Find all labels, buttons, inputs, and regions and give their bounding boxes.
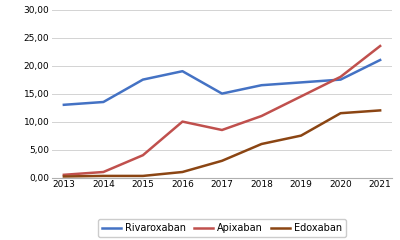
Rivaroxaban bbox=[180, 70, 185, 73]
Apixaban bbox=[220, 129, 224, 132]
Apixaban bbox=[378, 45, 382, 48]
Edoxaban bbox=[220, 159, 224, 162]
Apixaban bbox=[299, 95, 304, 98]
Apixaban bbox=[259, 114, 264, 117]
Rivaroxaban bbox=[220, 92, 224, 95]
Rivaroxaban bbox=[101, 101, 106, 103]
Legend: Rivaroxaban, Apixaban, Edoxaban: Rivaroxaban, Apixaban, Edoxaban bbox=[98, 219, 346, 237]
Apixaban bbox=[62, 173, 66, 176]
Rivaroxaban bbox=[299, 81, 304, 84]
Edoxaban bbox=[140, 174, 145, 177]
Apixaban bbox=[101, 171, 106, 174]
Edoxaban bbox=[299, 134, 304, 137]
Edoxaban bbox=[378, 109, 382, 112]
Rivaroxaban bbox=[259, 84, 264, 87]
Edoxaban bbox=[338, 112, 343, 115]
Rivaroxaban bbox=[62, 103, 66, 106]
Line: Apixaban: Apixaban bbox=[64, 46, 380, 175]
Rivaroxaban bbox=[378, 59, 382, 61]
Edoxaban bbox=[180, 171, 185, 174]
Edoxaban bbox=[62, 175, 66, 178]
Edoxaban bbox=[259, 143, 264, 145]
Rivaroxaban bbox=[140, 78, 145, 81]
Rivaroxaban bbox=[338, 78, 343, 81]
Apixaban bbox=[338, 75, 343, 78]
Apixaban bbox=[140, 154, 145, 157]
Edoxaban bbox=[101, 174, 106, 177]
Line: Edoxaban: Edoxaban bbox=[64, 110, 380, 176]
Apixaban bbox=[180, 120, 185, 123]
Line: Rivaroxaban: Rivaroxaban bbox=[64, 60, 380, 105]
